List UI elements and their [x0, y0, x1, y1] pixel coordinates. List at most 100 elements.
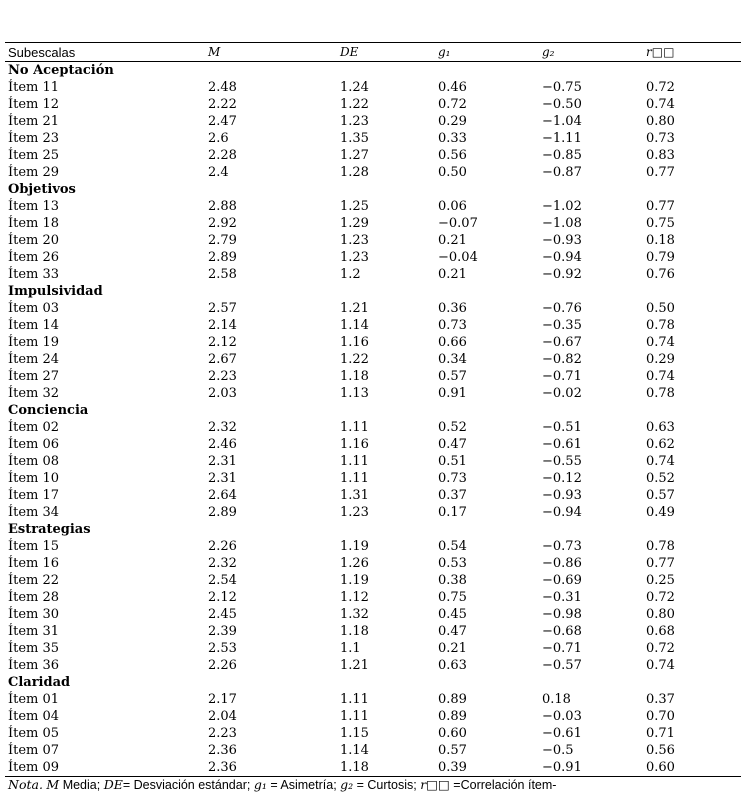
skewness-cell: 0.21: [438, 641, 467, 656]
item-label-cell: Ítem 19: [8, 335, 60, 350]
table-row: Ítem 15 2.26 1.19 0.54 −0.73 0.78: [5, 538, 741, 555]
item-label-cell: Ítem 11: [8, 80, 60, 95]
item-label-cell: Ítem 25: [8, 148, 60, 163]
sd-cell: 1.14: [340, 318, 369, 333]
sd-cell: 1.23: [340, 233, 369, 248]
correlation-cell: 0.60: [643, 759, 741, 777]
item-label-cell: Ítem 32: [8, 386, 60, 401]
sd-cell: 1.19: [340, 539, 369, 554]
kurtosis-cell: −0.03: [542, 709, 582, 724]
item-label-cell: Ítem 36: [8, 658, 60, 673]
mean-cell: 2.79: [208, 233, 237, 248]
sd-cell: 1.31: [340, 488, 369, 503]
table-row: Ítem 12 2.22 1.22 0.72 −0.50 0.74: [5, 96, 741, 113]
skewness-cell: 0.51: [438, 454, 467, 469]
correlation-cell: 0.72: [646, 80, 675, 95]
kurtosis-cell: −0.92: [542, 267, 582, 282]
correlation-cell: 0.74: [646, 658, 675, 673]
header-kurtosis: g₂: [539, 42, 643, 62]
mean-cell: 2.39: [208, 624, 237, 639]
sd-cell: 1.35: [340, 131, 369, 146]
item-label-cell: Ítem 13: [8, 199, 60, 214]
note-g1-symbol: g₁: [253, 777, 267, 792]
skewness-cell: −0.07: [438, 216, 478, 231]
subscale-name: Objetivos: [8, 182, 76, 197]
table-row: Ítem 20 2.79 1.23 0.21 −0.93 0.18: [5, 232, 741, 249]
subscale-group-row: Objetivos: [5, 181, 741, 198]
skewness-cell: 0.34: [438, 352, 467, 367]
table-row: Ítem 32 2.03 1.13 0.91 −0.02 0.78: [5, 385, 741, 402]
subscale-group-row: Conciencia: [5, 402, 741, 419]
skewness-cell: 0.21: [438, 233, 467, 248]
note-r-symbol: r□□: [420, 777, 450, 792]
skewness-cell: 0.50: [438, 165, 467, 180]
skewness-cell: 0.47: [438, 624, 467, 639]
correlation-cell: 0.77: [646, 165, 675, 180]
skewness-cell: 0.36: [438, 301, 467, 316]
correlation-cell: 0.74: [646, 454, 675, 469]
table-row: Ítem 16 2.32 1.26 0.53 −0.86 0.77: [5, 555, 741, 572]
kurtosis-cell: −0.12: [542, 471, 582, 486]
item-label-cell: Ítem 28: [8, 590, 60, 605]
sd-cell: 1.24: [340, 80, 369, 95]
correlation-cell: 0.79: [646, 250, 675, 265]
sd-cell: 1.11: [340, 420, 369, 435]
mean-cell: 2.88: [208, 199, 237, 214]
kurtosis-cell: 0.18: [542, 692, 571, 707]
item-label-cell: Ítem 20: [8, 233, 60, 248]
skewness-cell: 0.39: [435, 759, 539, 777]
item-label-cell: Ítem 33: [8, 267, 60, 282]
skewness-cell: 0.45: [438, 607, 467, 622]
item-label-cell: Ítem 17: [8, 488, 60, 503]
sd-cell: 1.18: [340, 369, 369, 384]
sd-cell: 1.11: [340, 692, 369, 707]
table-row: Ítem 13 2.88 1.25 0.06 −1.02 0.77: [5, 198, 741, 215]
sd-cell: 1.29: [340, 216, 369, 231]
correlation-cell: 0.68: [646, 624, 675, 639]
header-sd: DE: [337, 42, 435, 62]
table-row: Ítem 17 2.64 1.31 0.37 −0.93 0.57: [5, 487, 741, 504]
mean-cell: 2.58: [208, 267, 237, 282]
note-g2-symbol: g₂: [340, 777, 354, 792]
sd-cell: 1.21: [340, 301, 369, 316]
table-row: Ítem 22 2.54 1.19 0.38 −0.69 0.25: [5, 572, 741, 589]
subscale-name: Estrategias: [8, 522, 91, 537]
skewness-cell: 0.17: [438, 505, 467, 520]
correlation-cell: 0.62: [646, 437, 675, 452]
table-row: Ítem 33 2.58 1.2 0.21 −0.92 0.76: [5, 266, 741, 283]
kurtosis-cell: −0.82: [542, 352, 582, 367]
kurtosis-cell: −0.85: [542, 148, 582, 163]
header-subescalas: Subescalas: [5, 42, 205, 62]
sd-cell: 1.13: [340, 386, 369, 401]
mean-cell: 2.6: [208, 131, 229, 146]
table-row: Ítem 24 2.67 1.22 0.34 −0.82 0.29: [5, 351, 741, 368]
subscale-name: Impulsividad: [8, 284, 103, 299]
subscale-name: Claridad: [8, 675, 71, 690]
skewness-cell: 0.21: [438, 267, 467, 282]
sd-cell: 1.28: [340, 165, 369, 180]
skewness-cell: 0.37: [438, 488, 467, 503]
correlation-cell: 0.73: [646, 131, 675, 146]
mean-cell: 2.45: [208, 607, 237, 622]
kurtosis-cell: −0.94: [542, 505, 582, 520]
item-label-cell: Ítem 30: [8, 607, 60, 622]
kurtosis-cell: −0.35: [542, 318, 582, 333]
table-row: Ítem 03 2.57 1.21 0.36 −0.76 0.50: [5, 300, 741, 317]
header-skewness: g₁: [435, 42, 539, 62]
skewness-cell: 0.56: [438, 148, 467, 163]
table-row: Ítem 07 2.36 1.14 0.57 −0.5 0.56: [5, 742, 741, 759]
table-note: Nota. M Media; DE= Desviación estándar; …: [8, 777, 556, 792]
kurtosis-cell: −0.93: [542, 233, 582, 248]
kurtosis-cell: −0.61: [542, 437, 582, 452]
sd-cell: 1.23: [340, 250, 369, 265]
correlation-cell: 0.25: [646, 573, 675, 588]
table-row: Ítem 01 2.17 1.11 0.89 0.18 0.37: [5, 691, 741, 708]
kurtosis-cell: −0.50: [542, 97, 582, 112]
skewness-cell: 0.38: [438, 573, 467, 588]
skewness-cell: 0.52: [438, 420, 467, 435]
mean-cell: 2.64: [208, 488, 237, 503]
descriptive-stats-table-container: Subescalas M DE g₁ g₂ r□□ No Aceptación Í…: [5, 42, 741, 777]
sd-cell: 1.11: [340, 471, 369, 486]
mean-cell: 2.67: [208, 352, 237, 367]
correlation-cell: 0.50: [646, 301, 675, 316]
